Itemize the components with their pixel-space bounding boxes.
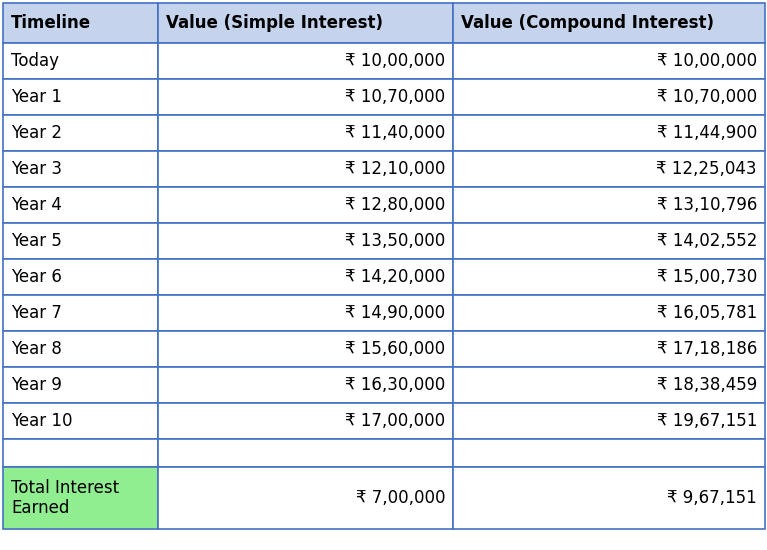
Bar	[3, 187, 158, 223]
Bar	[453, 79, 765, 115]
Bar	[158, 467, 453, 529]
Text: Today: Today	[11, 52, 59, 70]
Bar	[3, 259, 158, 295]
Bar	[3, 223, 158, 259]
Text: ₹ 12,25,043: ₹ 12,25,043	[657, 160, 757, 178]
Text: ₹ 11,40,000: ₹ 11,40,000	[344, 124, 445, 142]
Text: ₹ 14,02,552: ₹ 14,02,552	[657, 232, 757, 250]
Bar	[158, 259, 453, 295]
Text: ₹ 17,18,186: ₹ 17,18,186	[657, 340, 757, 358]
Text: Value (Simple Interest): Value (Simple Interest)	[166, 14, 383, 32]
Text: ₹ 19,67,151: ₹ 19,67,151	[657, 412, 757, 430]
Text: Year 10: Year 10	[11, 412, 73, 430]
Text: ₹ 15,60,000: ₹ 15,60,000	[345, 340, 445, 358]
Text: ₹ 16,30,000: ₹ 16,30,000	[344, 376, 445, 394]
Bar	[3, 467, 158, 529]
Text: Year 7: Year 7	[11, 304, 62, 322]
Text: ₹ 16,05,781: ₹ 16,05,781	[657, 304, 757, 322]
Text: ₹ 14,20,000: ₹ 14,20,000	[344, 268, 445, 286]
Text: Value (Compound Interest): Value (Compound Interest)	[461, 14, 714, 32]
Bar	[453, 223, 765, 259]
Text: Year 8: Year 8	[11, 340, 62, 358]
Text: Timeline: Timeline	[11, 14, 91, 32]
Text: ₹ 10,00,000: ₹ 10,00,000	[657, 52, 757, 70]
Bar	[158, 3, 453, 43]
Bar	[158, 79, 453, 115]
Bar	[3, 3, 158, 43]
Text: Year 2: Year 2	[11, 124, 62, 142]
Bar	[453, 151, 765, 187]
Bar	[158, 115, 453, 151]
Bar	[453, 331, 765, 367]
Text: Year 5: Year 5	[11, 232, 62, 250]
Bar	[3, 151, 158, 187]
Bar	[158, 367, 453, 403]
Text: Year 3: Year 3	[11, 160, 62, 178]
Text: Year 9: Year 9	[11, 376, 62, 394]
Bar	[158, 403, 453, 439]
Bar	[453, 3, 765, 43]
Bar	[158, 295, 453, 331]
Text: ₹ 10,70,000: ₹ 10,70,000	[345, 88, 445, 106]
Bar	[3, 403, 158, 439]
Text: ₹ 17,00,000: ₹ 17,00,000	[345, 412, 445, 430]
Text: ₹ 13,10,796: ₹ 13,10,796	[657, 196, 757, 214]
Text: Year 4: Year 4	[11, 196, 62, 214]
Bar	[453, 115, 765, 151]
Text: ₹ 7,00,000: ₹ 7,00,000	[355, 489, 445, 507]
Bar	[158, 151, 453, 187]
Text: ₹ 13,50,000: ₹ 13,50,000	[344, 232, 445, 250]
Bar	[453, 467, 765, 529]
Bar	[3, 439, 158, 467]
Bar	[3, 79, 158, 115]
Bar	[158, 439, 453, 467]
Bar	[453, 259, 765, 295]
Bar	[158, 187, 453, 223]
Text: ₹ 10,00,000: ₹ 10,00,000	[345, 52, 445, 70]
Bar	[158, 331, 453, 367]
Text: Year 6: Year 6	[11, 268, 62, 286]
Bar	[453, 439, 765, 467]
Text: ₹ 9,67,151: ₹ 9,67,151	[667, 489, 757, 507]
Bar	[453, 295, 765, 331]
Bar	[158, 223, 453, 259]
Bar	[453, 187, 765, 223]
Bar	[453, 367, 765, 403]
Text: ₹ 12,10,000: ₹ 12,10,000	[344, 160, 445, 178]
Bar	[3, 367, 158, 403]
Bar	[3, 295, 158, 331]
Bar	[453, 403, 765, 439]
Bar	[3, 43, 158, 79]
Text: ₹ 10,70,000: ₹ 10,70,000	[657, 88, 757, 106]
Text: ₹ 18,38,459: ₹ 18,38,459	[657, 376, 757, 394]
Text: ₹ 14,90,000: ₹ 14,90,000	[345, 304, 445, 322]
Text: Year 1: Year 1	[11, 88, 62, 106]
Bar	[3, 115, 158, 151]
Bar	[453, 43, 765, 79]
Bar	[3, 331, 158, 367]
Text: Total Interest
Earned: Total Interest Earned	[11, 478, 119, 518]
Bar	[158, 43, 453, 79]
Text: ₹ 11,44,900: ₹ 11,44,900	[657, 124, 757, 142]
Text: ₹ 12,80,000: ₹ 12,80,000	[344, 196, 445, 214]
Text: ₹ 15,00,730: ₹ 15,00,730	[657, 268, 757, 286]
